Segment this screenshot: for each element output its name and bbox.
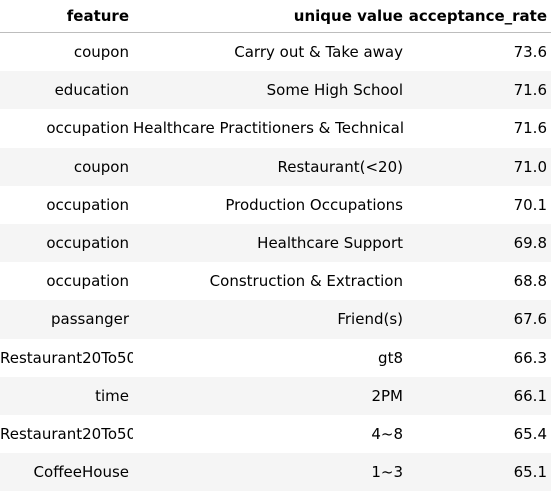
acceptance-rate-cell: 66.1 bbox=[407, 377, 551, 415]
column-header-feature: feature bbox=[0, 0, 133, 33]
table-row: coupon Restaurant(<20) 71.0 bbox=[0, 148, 551, 186]
unique-value-cell: gt8 bbox=[133, 339, 407, 377]
table-row: education Some High School 71.6 bbox=[0, 71, 551, 109]
acceptance-rate-cell: 69.8 bbox=[407, 224, 551, 262]
unique-value-cell: Production Occupations bbox=[133, 186, 407, 224]
feature-cell: Restaurant20To50 bbox=[0, 339, 133, 377]
acceptance-rate-cell: 68.8 bbox=[407, 262, 551, 300]
unique-value-cell: Construction & Extraction bbox=[133, 262, 407, 300]
feature-cell: passanger bbox=[0, 300, 133, 338]
feature-cell: education bbox=[0, 71, 133, 109]
table-body: coupon Carry out & Take away 73.6 educat… bbox=[0, 33, 551, 491]
acceptance-rate-cell: 67.6 bbox=[407, 300, 551, 338]
table-row: occupation Healthcare Practitioners & Te… bbox=[0, 109, 551, 147]
unique-value-cell: Carry out & Take away bbox=[133, 33, 407, 72]
feature-cell: occupation bbox=[0, 224, 133, 262]
feature-cell: occupation bbox=[0, 186, 133, 224]
column-header-unique-value: unique value bbox=[133, 0, 407, 33]
feature-cell: time bbox=[0, 377, 133, 415]
table-row: passanger Friend(s) 67.6 bbox=[0, 300, 551, 338]
table-header: feature unique value acceptance_rate bbox=[0, 0, 551, 33]
acceptance-rate-cell: 71.6 bbox=[407, 71, 551, 109]
feature-cell: coupon bbox=[0, 148, 133, 186]
acceptance-rate-cell: 70.1 bbox=[407, 186, 551, 224]
feature-cell: coupon bbox=[0, 33, 133, 72]
unique-value-cell: Restaurant(<20) bbox=[133, 148, 407, 186]
unique-value-cell: 2PM bbox=[133, 377, 407, 415]
table-row: occupation Healthcare Support 69.8 bbox=[0, 224, 551, 262]
acceptance-rate-cell: 65.1 bbox=[407, 453, 551, 491]
table-row: Restaurant20To50 gt8 66.3 bbox=[0, 339, 551, 377]
table-row: Restaurant20To50 4~8 65.4 bbox=[0, 415, 551, 453]
acceptance-rate-cell: 71.6 bbox=[407, 109, 551, 147]
acceptance-rate-cell: 71.0 bbox=[407, 148, 551, 186]
feature-cell: occupation bbox=[0, 109, 133, 147]
unique-value-cell: Healthcare Practitioners & Technical bbox=[133, 109, 407, 147]
unique-value-cell: Friend(s) bbox=[133, 300, 407, 338]
unique-value-cell: Some High School bbox=[133, 71, 407, 109]
acceptance-rate-cell: 73.6 bbox=[407, 33, 551, 72]
acceptance-rate-cell: 65.4 bbox=[407, 415, 551, 453]
table-row: CoffeeHouse 1~3 65.1 bbox=[0, 453, 551, 491]
table-row: occupation Construction & Extraction 68.… bbox=[0, 262, 551, 300]
feature-cell: Restaurant20To50 bbox=[0, 415, 133, 453]
feature-cell: CoffeeHouse bbox=[0, 453, 133, 491]
header-row: feature unique value acceptance_rate bbox=[0, 0, 551, 33]
table-row: time 2PM 66.1 bbox=[0, 377, 551, 415]
acceptance-rate-cell: 66.3 bbox=[407, 339, 551, 377]
unique-value-cell: 1~3 bbox=[133, 453, 407, 491]
column-header-acceptance-rate: acceptance_rate bbox=[407, 0, 551, 33]
table-row: coupon Carry out & Take away 73.6 bbox=[0, 33, 551, 72]
feature-cell: occupation bbox=[0, 262, 133, 300]
unique-value-cell: 4~8 bbox=[133, 415, 407, 453]
table-row: occupation Production Occupations 70.1 bbox=[0, 186, 551, 224]
unique-value-cell: Healthcare Support bbox=[133, 224, 407, 262]
